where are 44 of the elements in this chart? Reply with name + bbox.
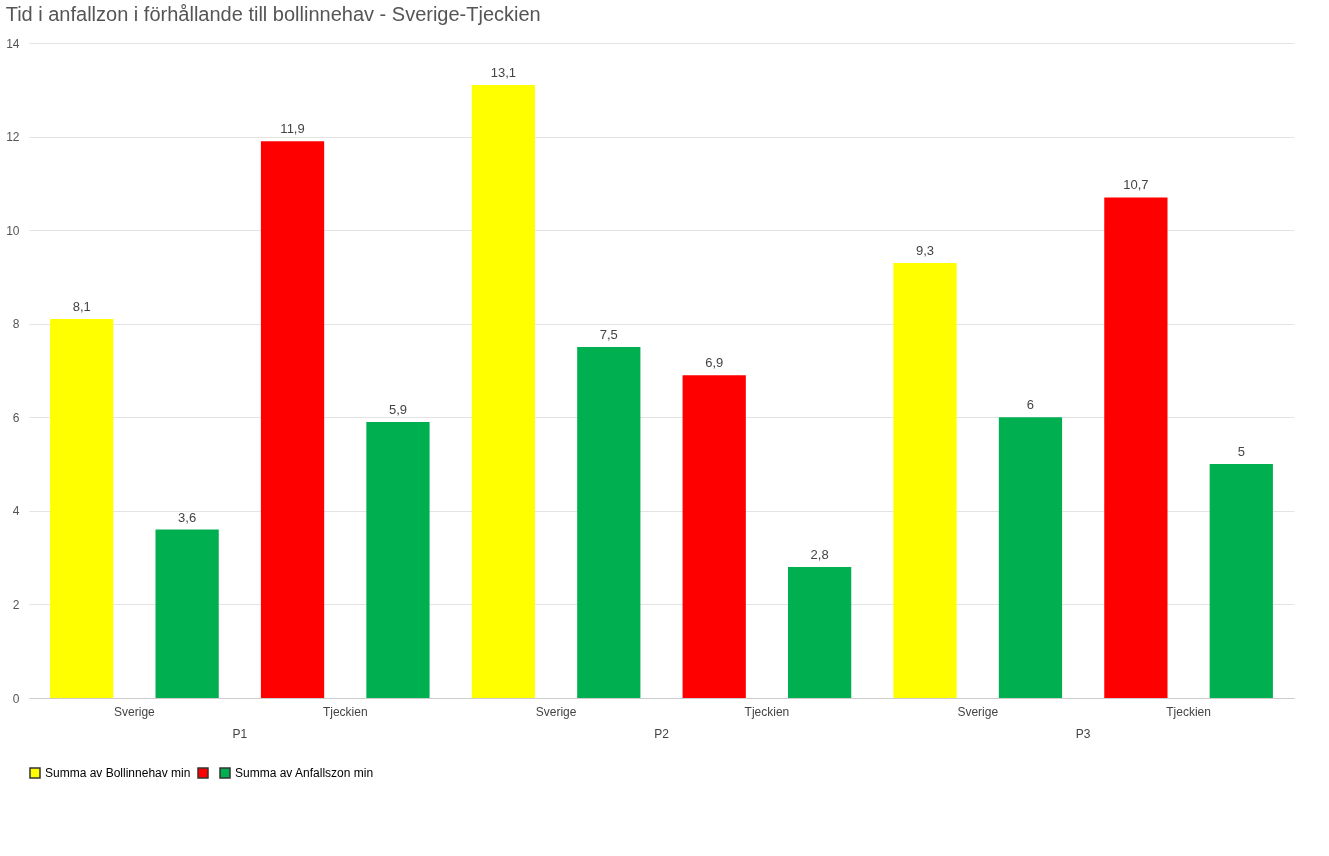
bar <box>682 375 746 698</box>
bar <box>788 567 852 698</box>
y-tick-label: 8 <box>12 317 20 332</box>
text: P1 <box>232 727 248 741</box>
data-label: 13,1 <box>490 65 517 81</box>
bar <box>155 529 219 698</box>
chart-title: Tid i anfallzon i förhållande till bollinnehav - Sverige-Tjeckien <box>5 3 541 25</box>
y-tick-label: 12 <box>6 130 20 145</box>
y-tick-label: 14 <box>6 36 20 51</box>
data-label: 10,7 <box>1123 177 1149 193</box>
y-tick-label: 10 <box>6 223 20 238</box>
bar <box>50 319 114 698</box>
bar <box>577 347 641 698</box>
data-label: 8,1 <box>72 299 91 315</box>
bar <box>1209 464 1273 698</box>
data-label: 5,9 <box>388 401 407 417</box>
data-label: 5 <box>1237 444 1245 460</box>
bar <box>260 141 325 698</box>
y-tick-label: 4 <box>12 504 20 519</box>
data-label: 11,9 <box>280 121 305 137</box>
text: P2 <box>654 727 670 741</box>
data-label: 6,9 <box>705 355 724 371</box>
bar <box>366 421 430 698</box>
x-tick-label: Tjeckien <box>744 704 790 719</box>
data-label: 2,8 <box>810 547 829 562</box>
x-tick-label: Tjeckien <box>322 704 368 719</box>
x-tick-label: Sverige <box>114 704 156 719</box>
data-label: 7,5 <box>599 327 618 343</box>
bar <box>471 85 535 698</box>
y-tick-label: 6 <box>12 410 20 425</box>
data-label: 6 <box>1026 397 1035 413</box>
x-tick-label: Sverige <box>957 704 999 719</box>
bar <box>998 417 1063 698</box>
data-label: 9,3 <box>916 242 935 258</box>
legend-label: Summa av Anfallszon min <box>235 766 374 780</box>
y-tick-label: 2 <box>12 597 20 612</box>
x-tick-label: Sverige <box>535 704 577 719</box>
bar <box>893 262 957 698</box>
bar <box>1104 197 1168 698</box>
x-tick-label: Tjeckien <box>1166 704 1211 719</box>
y-tick-label: 0 <box>12 691 20 706</box>
data-label: 3,6 <box>178 509 197 525</box>
text: P3 <box>1075 727 1091 741</box>
legend-label: Summa av Bollinnehav min <box>45 766 191 780</box>
